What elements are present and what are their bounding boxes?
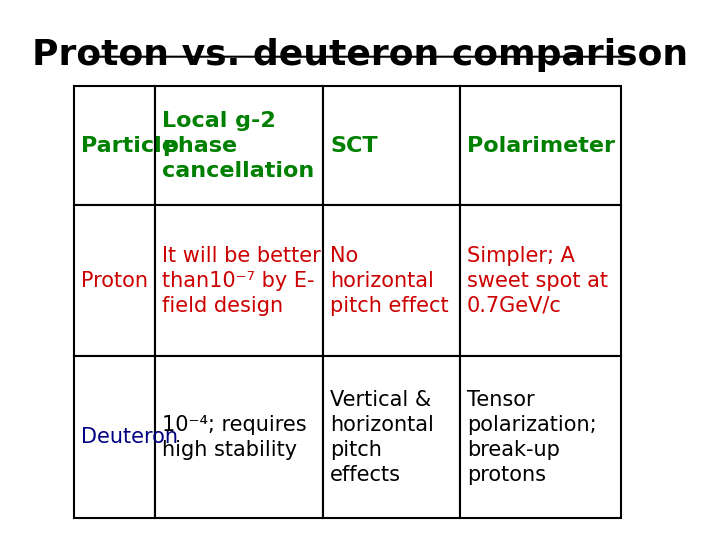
Text: Proton vs. deuteron comparison: Proton vs. deuteron comparison	[32, 38, 688, 72]
Bar	[459, 86, 621, 205]
Text: Local g-2
phase
cancellation: Local g-2 phase cancellation	[162, 111, 315, 180]
Bar	[74, 356, 155, 518]
Bar	[74, 205, 155, 356]
Bar	[323, 205, 459, 356]
Bar	[155, 86, 323, 205]
Bar	[459, 205, 621, 356]
Bar	[74, 86, 155, 205]
Text: Vertical &
horizontal
pitch
effects: Vertical & horizontal pitch effects	[330, 390, 434, 484]
Text: Proton: Proton	[81, 271, 148, 291]
Text: Tensor
polarization;
break-up
protons: Tensor polarization; break-up protons	[467, 390, 597, 484]
Text: SCT: SCT	[330, 136, 378, 156]
Text: 10⁻⁴; requires
high stability: 10⁻⁴; requires high stability	[162, 415, 307, 460]
Text: It will be better
than10⁻⁷ by E-
field design: It will be better than10⁻⁷ by E- field d…	[162, 246, 321, 315]
Bar	[155, 356, 323, 518]
Text: No
horizontal
pitch effect: No horizontal pitch effect	[330, 246, 449, 315]
Bar	[323, 356, 459, 518]
Bar	[459, 356, 621, 518]
Text: Simpler; A
sweet spot at
0.7GeV/c: Simpler; A sweet spot at 0.7GeV/c	[467, 246, 608, 315]
Bar	[155, 205, 323, 356]
Bar	[323, 86, 459, 205]
Text: Particle: Particle	[81, 136, 177, 156]
Text: Deuteron: Deuteron	[81, 427, 179, 448]
Text: Polarimeter: Polarimeter	[467, 136, 615, 156]
